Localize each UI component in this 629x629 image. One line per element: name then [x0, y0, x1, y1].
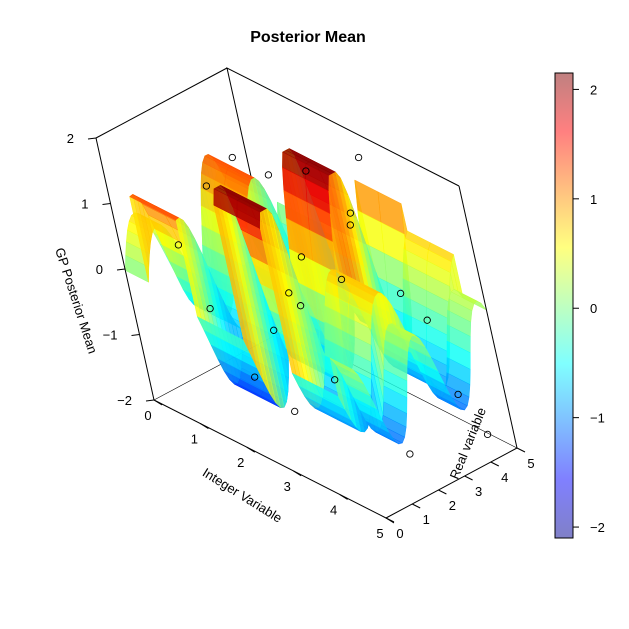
observation-point	[206, 304, 214, 313]
observation-point	[285, 289, 293, 297]
y-tick	[385, 517, 395, 523]
z-tick-label: −2	[117, 393, 132, 408]
x-tick-label: 1	[191, 432, 198, 447]
z-axis-label: GP Posterior Mean	[52, 246, 100, 356]
colorbar-tick-label: 2	[590, 82, 597, 97]
observation-point	[270, 326, 278, 334]
z-tick-label: 0	[96, 262, 103, 277]
y-axis-label: Real variable	[447, 405, 489, 481]
colorbar-tick-label: −2	[590, 520, 605, 535]
z-tick-label: 1	[81, 197, 88, 212]
observation-point	[264, 171, 273, 179]
colorbar-frame	[554, 72, 574, 539]
y-tick	[438, 489, 447, 495]
z-tick	[87, 137, 97, 140]
x-tick	[200, 423, 209, 430]
z-tick	[145, 399, 155, 402]
observation-point	[346, 221, 354, 229]
y-tick-label: 3	[475, 484, 482, 499]
y-tick-label: 5	[527, 456, 534, 471]
observation-point	[454, 390, 462, 399]
x-tick-label: 5	[376, 526, 383, 541]
observation-point	[406, 450, 414, 458]
observation-point	[174, 241, 183, 249]
observation-point	[483, 430, 492, 439]
colorbar-fill	[555, 73, 573, 538]
z-tick	[116, 268, 126, 271]
y-tick	[464, 475, 473, 481]
z-tick	[131, 334, 140, 336]
box-edge-top-left	[95, 67, 228, 139]
y-tick-label: 1	[423, 512, 430, 527]
observation-points	[174, 153, 492, 458]
chart-title: Posterior Mean	[250, 29, 366, 46]
colorbar-tick-label: 0	[590, 301, 597, 316]
observation-point	[296, 302, 305, 310]
observation-point	[337, 275, 346, 284]
colorbar-tick-label: 1	[590, 192, 597, 207]
y-tick-label: 2	[449, 498, 456, 513]
colorbar: −2 −1 0 1 2	[554, 72, 605, 539]
observation-point	[346, 209, 355, 217]
surface-facet	[329, 357, 359, 376]
x-tick	[246, 446, 256, 453]
y-tick-label: 4	[501, 470, 508, 485]
x-tick-label: 2	[237, 455, 244, 470]
observation-point	[228, 153, 236, 162]
x-axis-label: Integer Variable	[200, 465, 285, 526]
observation-point	[202, 182, 211, 190]
observation-point	[423, 316, 431, 324]
x-tick-label: 0	[144, 408, 151, 423]
x-tick-label: 3	[284, 479, 291, 494]
x-tick-label: 4	[330, 502, 337, 517]
x-tick	[153, 399, 163, 406]
x-tick	[292, 470, 302, 477]
box-edge-right	[458, 185, 518, 449]
z-tick-label: −1	[103, 328, 118, 343]
y-tick	[411, 503, 421, 509]
observation-point	[354, 153, 363, 162]
colorbar-tick-label: −1	[590, 411, 605, 426]
colorbar-ticks: −2 −1 0 1 2	[573, 82, 605, 535]
observation-point	[396, 289, 405, 298]
y-tick-label: 0	[396, 526, 403, 541]
y-tick	[516, 447, 526, 453]
surface-layer	[125, 148, 487, 445]
observation-point	[302, 167, 310, 175]
y-tick	[490, 461, 500, 467]
observation-point	[251, 373, 259, 381]
observation-point	[331, 376, 339, 384]
z-tick	[102, 203, 111, 205]
x-tick	[339, 493, 348, 500]
z-tick-label: 2	[67, 131, 74, 146]
observation-point	[297, 253, 306, 261]
observation-point	[291, 407, 299, 416]
